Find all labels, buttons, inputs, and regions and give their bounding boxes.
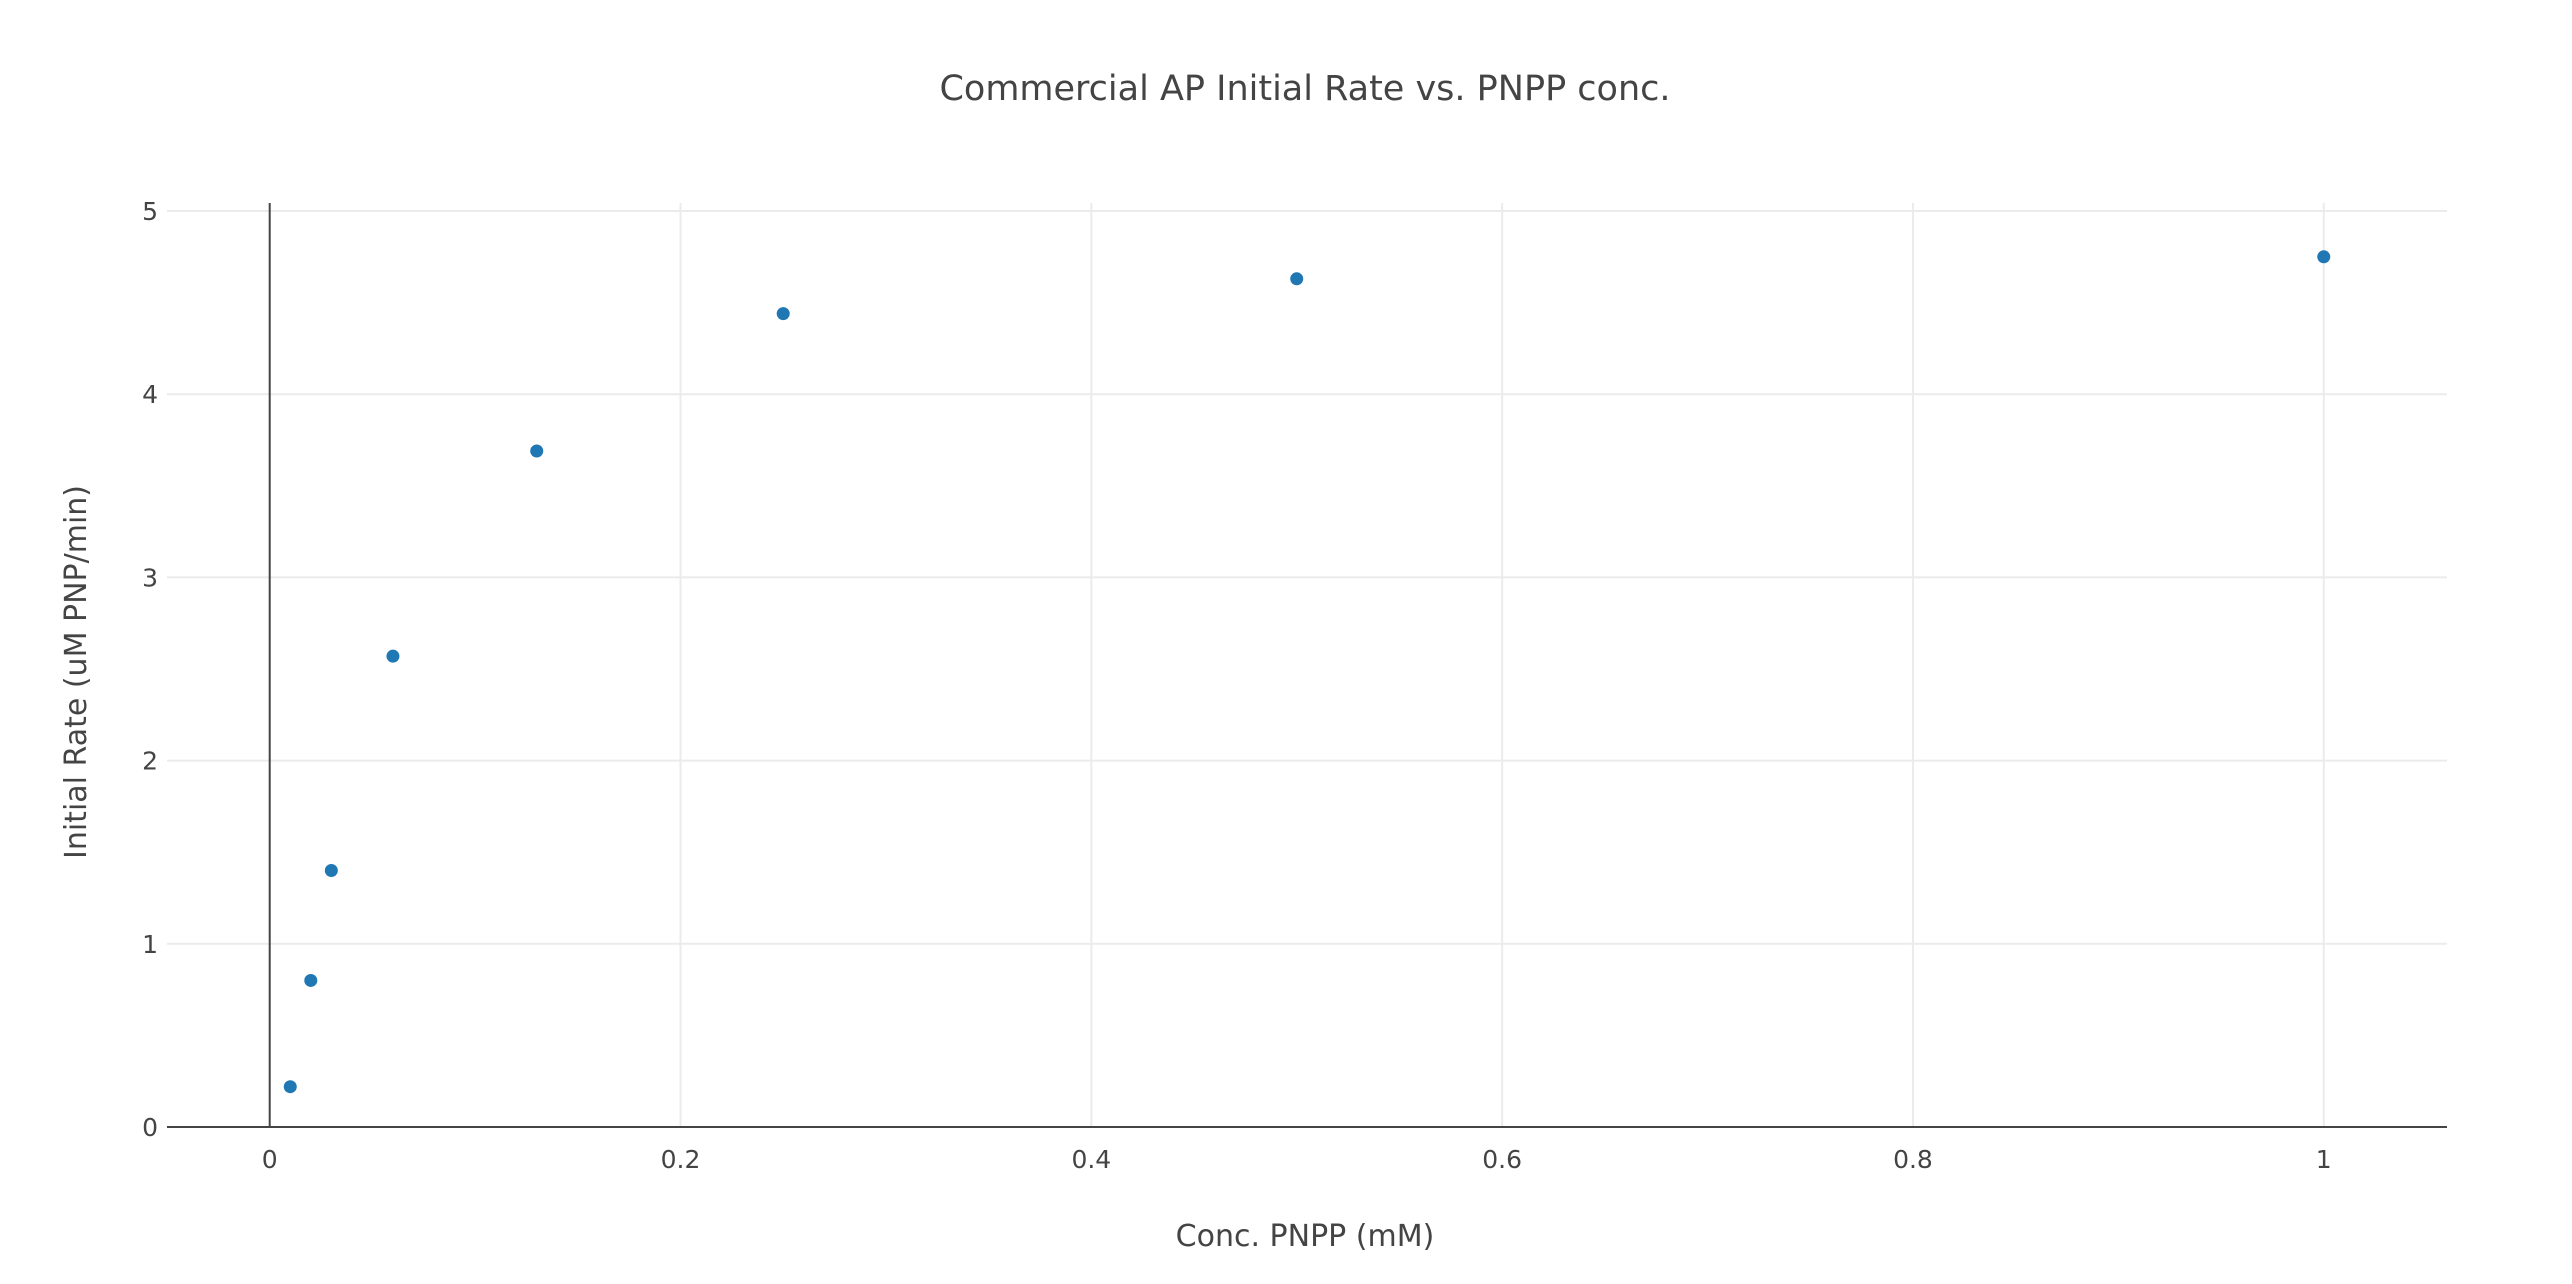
- x-axis-title: Conc. PNPP (mM): [1176, 1219, 1435, 1254]
- x-tick-label: 1: [2316, 1145, 2332, 1174]
- y-axis-title: Initial Rate (uM PNP/min): [59, 485, 94, 859]
- y-tick-label: 5: [142, 197, 158, 226]
- data-point[interactable]: [1290, 272, 1304, 286]
- y-tick-label: 1: [142, 930, 158, 959]
- data-point[interactable]: [324, 864, 338, 878]
- y-tick-label: 3: [142, 563, 158, 592]
- y-tick-label: 2: [142, 747, 158, 776]
- data-point[interactable]: [2317, 250, 2331, 264]
- data-points: [283, 250, 2331, 1094]
- x-tick-label: 0.4: [1071, 1145, 1111, 1174]
- chart-title: Commercial AP Initial Rate vs. PNPP conc…: [939, 69, 1670, 109]
- data-point[interactable]: [776, 307, 790, 321]
- y-gridlines: [167, 210, 2447, 945]
- y-tick-label: 0: [142, 1113, 158, 1142]
- data-point[interactable]: [386, 649, 400, 663]
- axes: [167, 203, 2447, 1128]
- y-tick-label: 4: [142, 380, 158, 409]
- x-tick-label: 0.6: [1482, 1145, 1522, 1174]
- x-tick-label: 0.8: [1893, 1145, 1933, 1174]
- x-tick-label: 0: [262, 1145, 278, 1174]
- data-point[interactable]: [283, 1080, 297, 1094]
- data-point[interactable]: [304, 973, 318, 987]
- data-point[interactable]: [530, 444, 544, 458]
- y-tick-labels: 0 1 2 3 4 5: [142, 197, 158, 1142]
- x-tick-label: 0.2: [661, 1145, 701, 1174]
- x-gridlines: [679, 203, 2325, 1127]
- x-tick-labels: 0 0.2 0.4 0.6 0.8 1: [262, 1145, 2332, 1174]
